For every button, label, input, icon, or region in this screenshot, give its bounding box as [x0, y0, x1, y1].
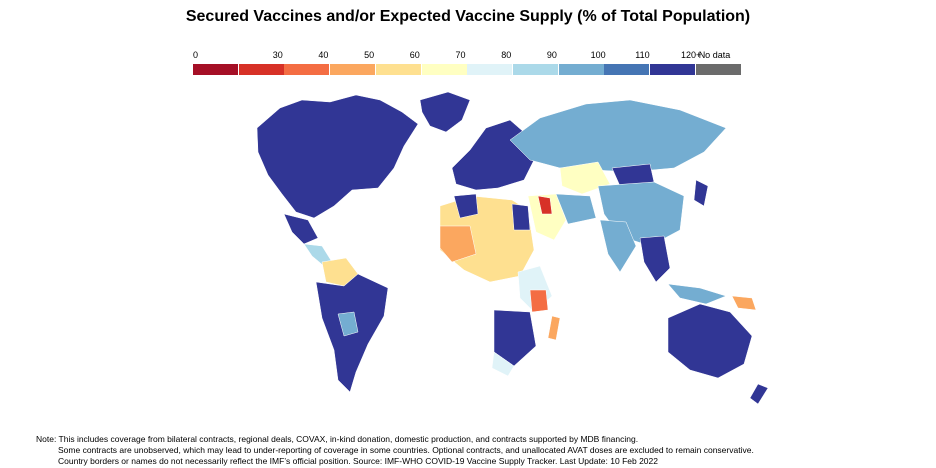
region-iran — [555, 193, 597, 225]
region-iraq — [537, 195, 553, 215]
legend-item: 50 — [330, 50, 376, 78]
legend-swatch — [695, 64, 741, 75]
region-middle-east — [527, 193, 567, 241]
region-mexico — [283, 213, 319, 245]
legend-swatch — [284, 64, 330, 75]
legend-item: 120+ — [650, 50, 701, 78]
region-southern-africa — [493, 309, 537, 367]
legend-label: 50 — [364, 50, 375, 60]
region-japan — [693, 179, 709, 207]
legend-item: 90 — [512, 50, 558, 78]
region-west-africa — [439, 225, 477, 263]
note-line-3: Country borders or names do not necessar… — [58, 456, 658, 466]
legend-swatch — [421, 64, 467, 75]
region-south-africa — [491, 351, 515, 377]
legend-item: 80 — [467, 50, 513, 78]
region-tanzania — [529, 289, 549, 313]
legend-item: 40 — [284, 50, 330, 78]
legend-label: 40 — [318, 50, 329, 60]
region-russia — [509, 99, 727, 173]
legend-label: No data — [698, 50, 731, 60]
region-madagascar — [547, 315, 561, 341]
region-southeast-asia — [639, 235, 671, 283]
legend-label: 70 — [455, 50, 466, 60]
legend-swatch — [604, 64, 650, 75]
legend-item: 100 — [558, 50, 606, 78]
region-new-zealand — [749, 383, 769, 405]
legend-item: 0 — [193, 50, 238, 78]
legend-swatch — [330, 64, 376, 75]
legend-swatch — [650, 64, 695, 75]
legend-swatch — [238, 64, 284, 75]
region-maghreb — [453, 193, 479, 219]
note-line-2: Some contracts are unobserved, which may… — [58, 445, 754, 455]
region-kazakhstan — [559, 161, 611, 195]
legend-label: 120+ — [681, 50, 702, 60]
color-legend: 0 30 40 50 60 70 80 90 100 110 120+ — [193, 50, 741, 78]
map-title: Secured Vaccines and/or Expected Vaccine… — [185, 8, 751, 25]
legend-label: 100 — [590, 50, 606, 60]
legend-label: 90 — [546, 50, 557, 60]
legend-swatch — [512, 64, 558, 75]
region-png — [731, 295, 757, 311]
legend-swatch — [193, 64, 238, 75]
legend-label: 60 — [409, 50, 420, 60]
region-india — [599, 219, 637, 273]
region-bolivia — [337, 311, 359, 337]
legend-item: 110 — [604, 50, 650, 78]
legend-swatch — [467, 64, 513, 75]
legend-label: 80 — [501, 50, 512, 60]
legend-label: 110 — [635, 50, 650, 60]
legend-item: No data — [695, 50, 741, 78]
legend-swatch — [558, 64, 604, 75]
region-egypt — [511, 203, 531, 231]
region-indonesia — [667, 283, 727, 305]
legend-swatch — [375, 64, 421, 75]
region-north-america — [256, 94, 419, 219]
note-line-1: Note: This includes coverage from bilate… — [36, 434, 639, 444]
legend-label: 30 — [272, 50, 283, 60]
footnote: Note: This includes coverage from bilate… — [36, 434, 916, 467]
legend-item: 60 — [375, 50, 421, 78]
legend-item: 30 — [238, 50, 284, 78]
region-europe — [451, 119, 535, 191]
region-australia — [667, 303, 753, 379]
legend-item: 70 — [421, 50, 467, 78]
region-greenland — [419, 91, 471, 133]
legend-label: 0 — [193, 50, 199, 60]
